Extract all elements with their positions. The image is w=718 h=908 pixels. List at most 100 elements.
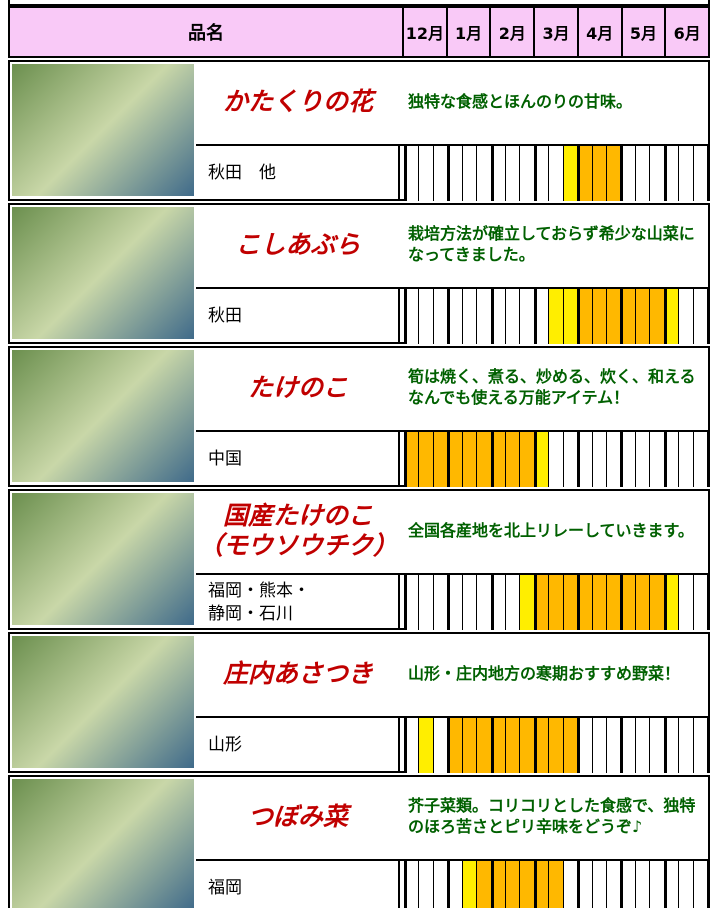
season-cell	[562, 718, 578, 773]
season-cell	[519, 718, 534, 773]
season-cell	[418, 575, 433, 630]
item-description: 山形・庄内地方の寒期おすすめ野菜！	[408, 663, 681, 683]
season-cell	[519, 575, 534, 630]
item-name-line: 庄内あさつき	[222, 659, 373, 688]
season-cell	[649, 146, 664, 201]
month-label: 4月	[576, 8, 621, 56]
season-cell	[476, 575, 491, 630]
item-name: こしあぶら	[196, 203, 400, 287]
item-name-line: たけのこ	[247, 373, 348, 402]
season-cells	[404, 718, 708, 773]
season-cell	[505, 861, 520, 908]
season-cell	[418, 861, 433, 908]
season-cell	[605, 289, 621, 344]
region-line: 静岡・石川	[208, 603, 293, 624]
divider	[196, 430, 710, 432]
month-label: 12月	[402, 8, 446, 56]
item-photo	[12, 207, 194, 339]
season-cell	[404, 718, 419, 773]
season-cell	[605, 575, 621, 630]
divider	[196, 716, 710, 718]
divider	[196, 859, 710, 861]
season-cell	[634, 432, 650, 487]
item-row	[8, 489, 710, 630]
season-cell	[649, 432, 664, 487]
item-name: 国産たけのこ （モウソウチク）	[196, 489, 400, 573]
region-line: 福岡・熊本・	[208, 581, 310, 602]
region-line: 山形	[208, 735, 242, 756]
item-name: かたくりの花	[196, 60, 400, 144]
season-cell	[548, 146, 563, 201]
previous-row-edge	[8, 0, 710, 6]
season-cell	[533, 861, 549, 908]
season-cell	[649, 289, 664, 344]
item-photo	[12, 64, 194, 196]
item-row	[8, 60, 710, 201]
season-cell	[418, 432, 433, 487]
season-cell	[548, 432, 563, 487]
season-cell	[620, 861, 635, 908]
season-cell	[461, 432, 477, 487]
season-cell	[663, 146, 679, 201]
season-cell	[533, 432, 549, 487]
item-region: 福岡・熊本・ 静岡・石川	[196, 575, 400, 630]
season-cell	[605, 146, 621, 201]
season-cell	[432, 146, 448, 201]
season-cell	[461, 718, 477, 773]
season-cell	[591, 432, 606, 487]
month-label: 5月	[620, 8, 665, 56]
season-cell	[490, 432, 505, 487]
season-cell	[461, 289, 477, 344]
season-cell	[519, 861, 534, 908]
season-cell	[505, 718, 520, 773]
season-cell	[476, 432, 491, 487]
item-name: つぼみ菜	[196, 775, 400, 859]
season-cell	[432, 861, 448, 908]
season-cell	[577, 575, 592, 630]
season-cell	[692, 861, 707, 908]
season-cell	[432, 718, 448, 773]
header-name: 品名	[188, 23, 224, 44]
season-cell	[692, 289, 707, 344]
season-cell	[577, 718, 592, 773]
season-cell	[663, 575, 679, 630]
season-cell	[577, 861, 592, 908]
season-cell	[476, 861, 491, 908]
month-label: 1月	[445, 8, 490, 56]
season-cell	[447, 575, 462, 630]
item-row	[8, 203, 710, 344]
season-cell	[418, 718, 433, 773]
season-cell	[620, 289, 635, 344]
item-photo	[12, 779, 194, 908]
item-region: 秋田	[196, 289, 400, 344]
season-cells	[404, 432, 708, 487]
item-photo	[12, 636, 194, 768]
season-cell	[692, 718, 707, 773]
season-cell	[505, 146, 520, 201]
season-cell	[634, 575, 650, 630]
season-cell	[634, 289, 650, 344]
season-cell	[678, 861, 693, 908]
season-cell	[476, 146, 491, 201]
season-cell	[634, 146, 650, 201]
season-cell	[447, 718, 462, 773]
item-description: 独特な食感とほんのりの甘味。	[408, 91, 633, 111]
season-cell	[649, 718, 664, 773]
season-cell	[548, 575, 563, 630]
region-line: 福岡	[208, 878, 242, 899]
season-cell	[562, 289, 578, 344]
season-cell	[605, 432, 621, 487]
season-cell	[505, 432, 520, 487]
season-cell	[562, 146, 578, 201]
season-cell	[634, 861, 650, 908]
season-cell	[447, 861, 462, 908]
item-description: 栽培方法が確立しておらず希少な山菜になってきました。	[408, 224, 695, 264]
region-line: 秋田	[208, 306, 242, 327]
item-name-line: （モウソウチク）	[197, 531, 398, 560]
season-cell	[663, 432, 679, 487]
item-region: 秋田 他	[196, 146, 400, 201]
season-cell	[533, 289, 549, 344]
season-cell	[591, 861, 606, 908]
season-cell	[461, 575, 477, 630]
